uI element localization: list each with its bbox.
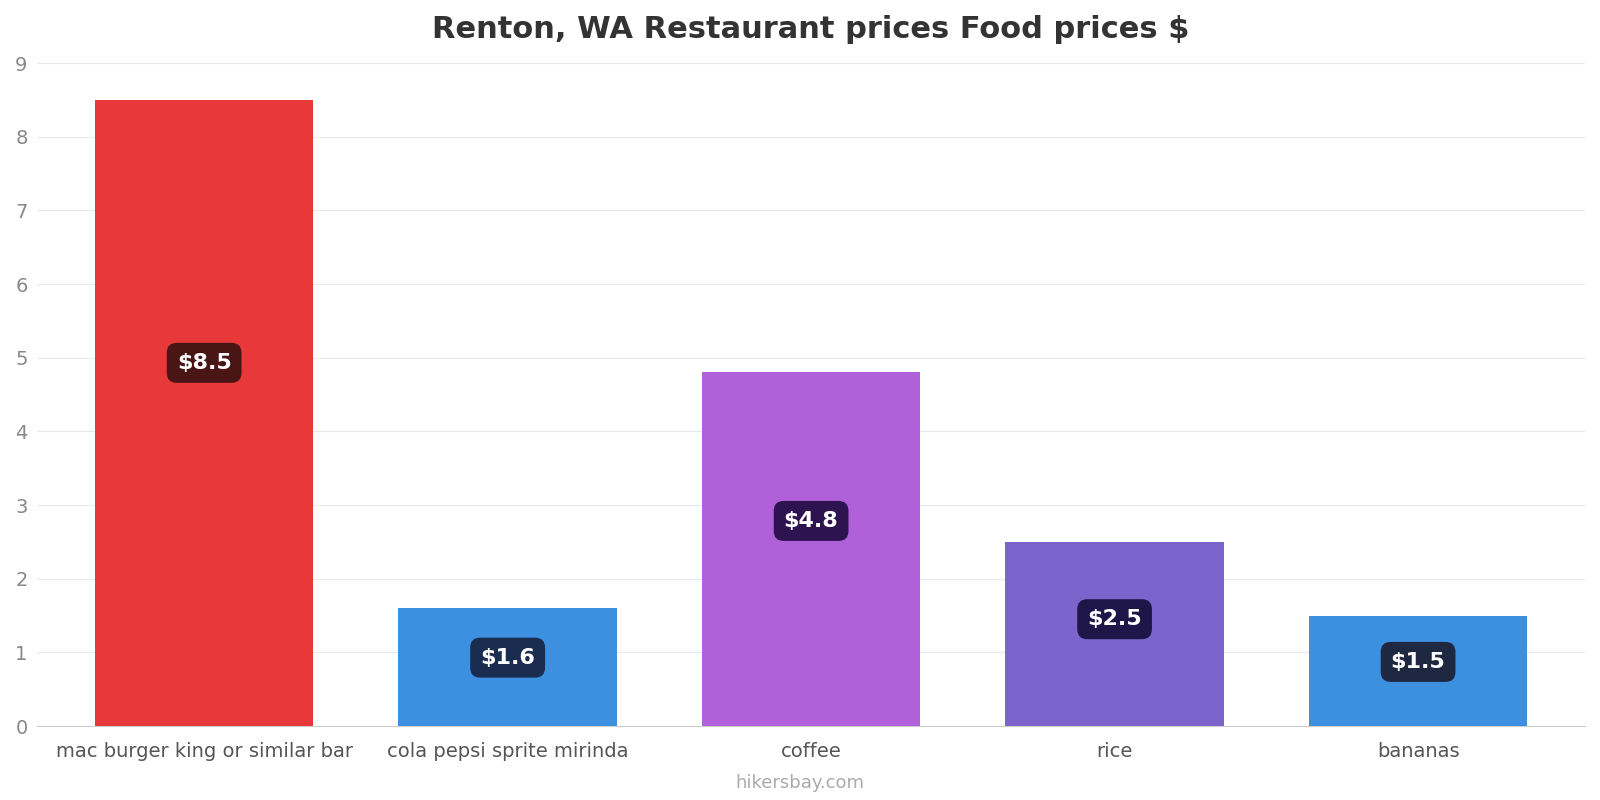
Text: $8.5: $8.5 bbox=[176, 353, 232, 373]
Text: $1.6: $1.6 bbox=[480, 648, 534, 668]
Text: $4.8: $4.8 bbox=[784, 511, 838, 531]
Text: $2.5: $2.5 bbox=[1088, 610, 1142, 630]
Text: hikersbay.com: hikersbay.com bbox=[736, 774, 864, 792]
Bar bbox=[1309, 615, 1528, 726]
Bar bbox=[94, 100, 314, 726]
Bar bbox=[398, 608, 618, 726]
Bar bbox=[702, 373, 920, 726]
Bar bbox=[1005, 542, 1224, 726]
Title: Renton, WA Restaurant prices Food prices $: Renton, WA Restaurant prices Food prices… bbox=[432, 15, 1190, 44]
Text: $1.5: $1.5 bbox=[1390, 652, 1445, 672]
